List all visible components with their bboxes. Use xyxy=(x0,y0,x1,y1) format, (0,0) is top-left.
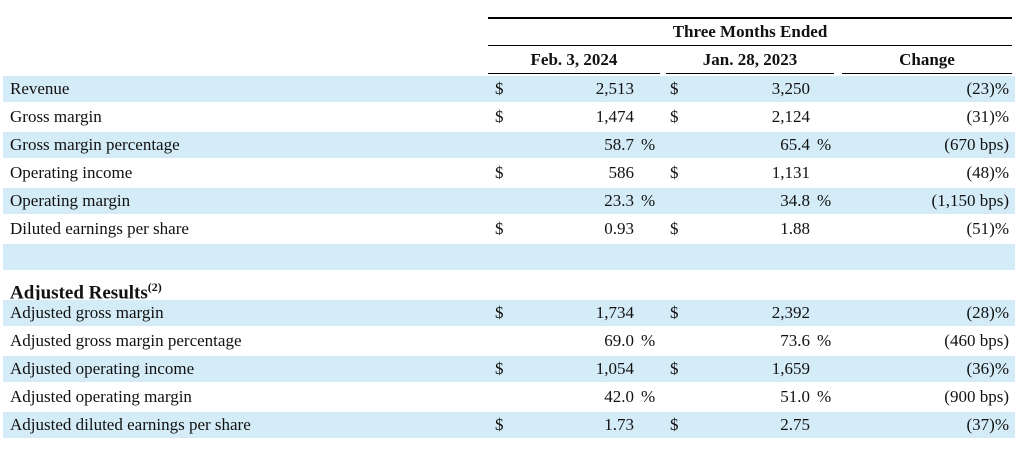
value: 3,250 xyxy=(771,79,810,98)
row-band xyxy=(3,188,1015,214)
value: 69.0 xyxy=(604,331,634,350)
currency: $ xyxy=(670,359,679,378)
currency: $ xyxy=(495,219,504,238)
column-header: Jan. 28, 2023 xyxy=(702,50,798,69)
value: 65.4 xyxy=(780,135,810,154)
currency: $ xyxy=(670,303,679,322)
row-band xyxy=(3,300,1015,326)
footnote-ref: (2) xyxy=(147,280,162,294)
value: 23.3 xyxy=(604,191,634,210)
column-rule xyxy=(488,73,660,74)
row-label: Adjusted gross margin percentage xyxy=(10,331,242,350)
currency: $ xyxy=(670,107,679,126)
currency: $ xyxy=(495,303,504,322)
unit: % xyxy=(817,387,832,406)
change: (28)% xyxy=(966,303,1009,322)
spacer-band xyxy=(3,244,1015,270)
currency: $ xyxy=(670,219,679,238)
unit: % xyxy=(641,387,656,406)
value: 34.8 xyxy=(780,191,810,210)
change: (36)% xyxy=(966,359,1009,378)
header-title: Three Months Ended xyxy=(672,22,828,41)
row-label: Operating income xyxy=(10,163,133,182)
change: (460 bps) xyxy=(944,331,1009,350)
value: 2,124 xyxy=(771,107,810,126)
value: 1,474 xyxy=(595,107,634,126)
unit: % xyxy=(641,135,656,154)
currency: $ xyxy=(670,415,679,434)
unit: % xyxy=(817,191,832,210)
currency: $ xyxy=(495,359,504,378)
column-rule xyxy=(666,73,834,74)
row-label: Adjusted gross margin xyxy=(10,303,164,322)
unit: % xyxy=(641,331,656,350)
change: (1,150 bps) xyxy=(931,191,1009,210)
value: 586 xyxy=(608,163,635,182)
column-header: Change xyxy=(899,50,955,69)
change: (670 bps) xyxy=(944,135,1009,154)
value: 2,513 xyxy=(595,79,634,98)
row-label: Gross margin percentage xyxy=(10,135,180,154)
row-label: Revenue xyxy=(10,79,70,98)
unit: % xyxy=(817,331,832,350)
top-rule xyxy=(488,17,1012,19)
value: 1.88 xyxy=(780,219,810,238)
currency: $ xyxy=(495,79,504,98)
change: (23)% xyxy=(966,79,1009,98)
row-label: Adjusted operating income xyxy=(10,359,195,378)
section-title: Adjusted Results(2) xyxy=(10,280,162,304)
currency: $ xyxy=(670,163,679,182)
value: 1.73 xyxy=(604,415,634,434)
currency: $ xyxy=(495,163,504,182)
value: 58.7 xyxy=(604,135,634,154)
row-band xyxy=(3,76,1015,102)
row-band xyxy=(3,132,1015,158)
row-label: Adjusted diluted earnings per share xyxy=(10,415,251,434)
value: 1,131 xyxy=(771,163,810,182)
change: (51)% xyxy=(966,219,1009,238)
value: 42.0 xyxy=(604,387,634,406)
value: 1,054 xyxy=(595,359,634,378)
value: 2,392 xyxy=(771,303,810,322)
change: (37)% xyxy=(966,415,1009,434)
column-rule xyxy=(842,73,1012,74)
row-band xyxy=(3,356,1015,382)
value: 1,734 xyxy=(595,303,634,322)
row-band xyxy=(3,412,1015,438)
row-label: Diluted earnings per share xyxy=(10,219,189,238)
value: 2.75 xyxy=(780,415,810,434)
change: (31)% xyxy=(966,107,1009,126)
row-label: Operating margin xyxy=(10,191,131,210)
value: 1,659 xyxy=(771,359,810,378)
header-rule xyxy=(488,45,1012,46)
unit: % xyxy=(817,135,832,154)
column-header: Feb. 3, 2024 xyxy=(530,50,618,69)
value: 73.6 xyxy=(780,331,810,350)
change: (48)% xyxy=(966,163,1009,182)
currency: $ xyxy=(495,107,504,126)
value: 51.0 xyxy=(780,387,810,406)
row-label: Gross margin xyxy=(10,107,102,126)
currency: $ xyxy=(495,415,504,434)
unit: % xyxy=(641,191,656,210)
change: (900 bps) xyxy=(944,387,1009,406)
row-label: Adjusted operating margin xyxy=(10,387,192,406)
currency: $ xyxy=(670,79,679,98)
value: 0.93 xyxy=(604,219,634,238)
